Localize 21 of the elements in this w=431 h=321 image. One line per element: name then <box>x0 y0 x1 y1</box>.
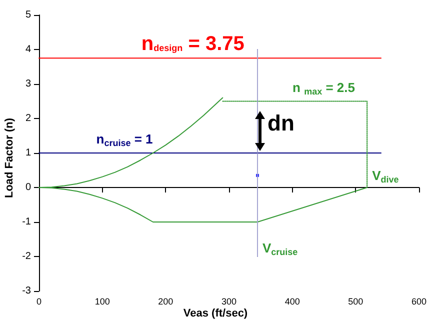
y-tick-label: -3 <box>22 286 32 296</box>
y-tick-label: 0 <box>25 182 32 193</box>
x-tick-label: 200 <box>158 296 174 306</box>
annotation: dn <box>268 110 294 136</box>
y-tick-label: -2 <box>22 251 32 262</box>
y-tick-label: 4 <box>25 44 32 55</box>
x-tick-label: 0 <box>36 296 42 306</box>
y-axis-title: Load Factor (n) <box>4 118 16 198</box>
x-tick-label: 300 <box>221 296 237 306</box>
y-tick-label: 5 <box>25 10 32 20</box>
x-tick-label: 100 <box>94 296 110 306</box>
y-tick-label: 2 <box>25 113 32 124</box>
x-axis-title: Veas (ft/sec) <box>183 308 248 320</box>
series-label: n max = 2.5 <box>292 80 355 96</box>
x-tick-label: 600 <box>411 296 427 306</box>
y-tick-label: -1 <box>22 216 32 228</box>
x-tick-label: 400 <box>284 296 300 306</box>
x-tick-label: 500 <box>348 296 364 306</box>
y-tick-label: 1 <box>25 148 32 158</box>
y-tick-label: 3 <box>25 78 32 90</box>
series-label: ndesign = 3.75 <box>141 33 244 56</box>
